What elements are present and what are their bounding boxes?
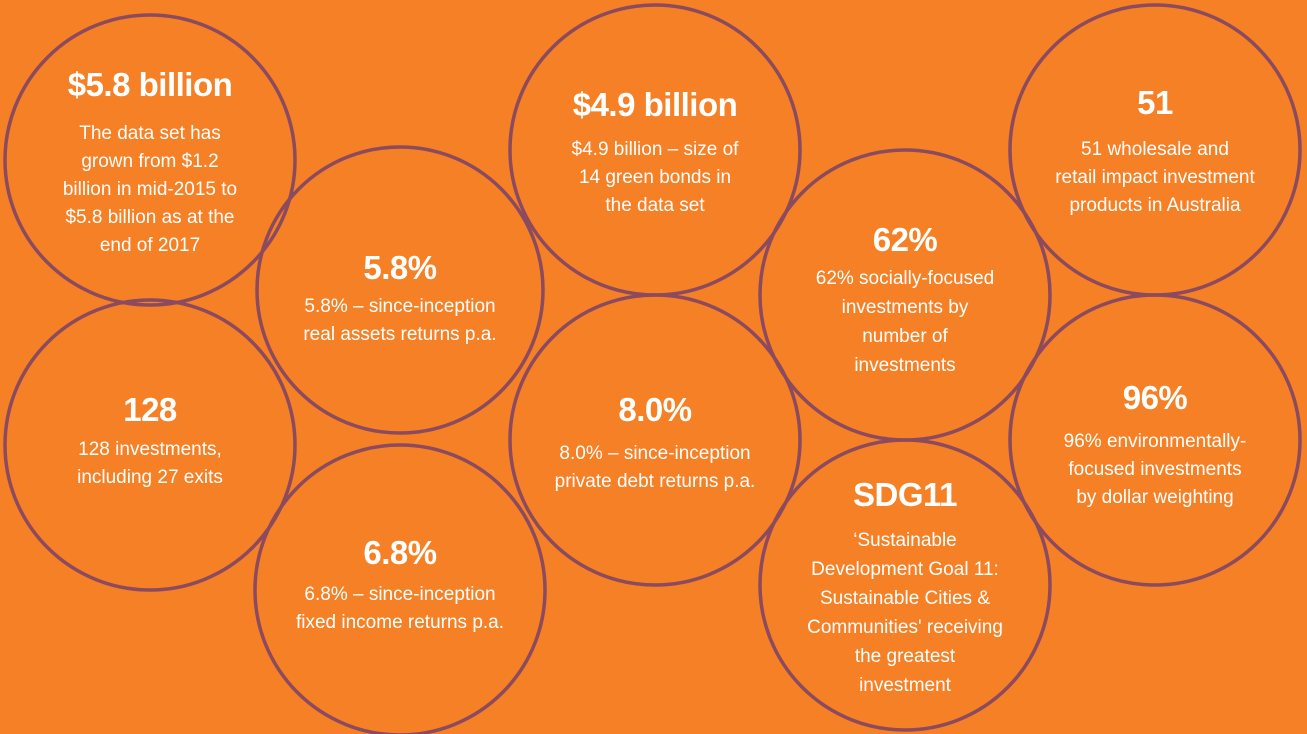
stat-circle (758, 438, 1052, 732)
stat-text: 6.8% – since-inception (304, 584, 495, 605)
stat-text: billion in mid-2015 to (63, 179, 237, 200)
stat-title: 96% (1123, 379, 1188, 416)
stat-circle (3, 298, 297, 592)
stat-text: by dollar weighting (1076, 487, 1233, 508)
stat-circle (253, 443, 547, 734)
stat-title: $5.8 billion (68, 66, 233, 103)
stat-text: 62% socially-focused (816, 268, 994, 289)
stat-circle (255, 145, 545, 435)
stat-text: 14 green bonds in (579, 167, 731, 188)
stat-title: 8.0% (618, 391, 691, 428)
stat-text: $4.9 billion – size of (572, 139, 740, 160)
stat-text: 96% environmentally- (1064, 431, 1247, 452)
stat-text: ‘Sustainable (853, 530, 957, 551)
stat-text: including 27 exits (77, 467, 223, 488)
stat-text: 8.0% – since-inception (559, 443, 750, 464)
stat-text: real assets returns p.a. (303, 324, 496, 345)
stat-text: 51 wholesale and (1081, 139, 1229, 160)
stat-text: Sustainable Cities & (820, 588, 990, 609)
stat-circle (758, 148, 1052, 442)
stat-title: 62% (873, 221, 938, 258)
stat-text: investment (859, 675, 952, 696)
stat-text: retail impact investment (1055, 167, 1255, 188)
stat-text: products in Australia (1069, 195, 1241, 216)
stat-text: 5.8% – since-inception (304, 296, 495, 317)
stat-text: end of 2017 (100, 235, 200, 256)
stat-text: the data set (605, 195, 705, 216)
stat-title: SDG11 (853, 476, 957, 513)
stat-title: 128 (123, 391, 177, 428)
stat-text: the greatest (855, 646, 956, 667)
stat-text: investments by (842, 297, 969, 318)
stat-title: $4.9 billion (573, 86, 738, 123)
stat-text: private debt returns p.a. (555, 471, 756, 492)
stat-text: grown from $1.2 (81, 151, 218, 172)
stat-text: Development Goal 11: (811, 559, 999, 580)
stat-text: The data set has (79, 123, 221, 144)
stat-text: number of (862, 326, 948, 347)
stat-circle (1008, 293, 1302, 587)
stat-text: investments (854, 355, 955, 376)
stat-text: Communities' receiving (807, 617, 1003, 638)
stat-text: focused investments (1068, 459, 1241, 480)
stat-text: $5.8 billion as at the (65, 207, 234, 228)
stat-title: 6.8% (363, 534, 436, 571)
stat-title: 5.8% (363, 249, 436, 286)
stat-title: 51 (1137, 84, 1173, 121)
stat-text: fixed income returns p.a. (296, 612, 504, 633)
stat-circle (508, 293, 802, 587)
stat-circle (3, 13, 297, 307)
stat-text: 128 investments, (78, 439, 222, 460)
